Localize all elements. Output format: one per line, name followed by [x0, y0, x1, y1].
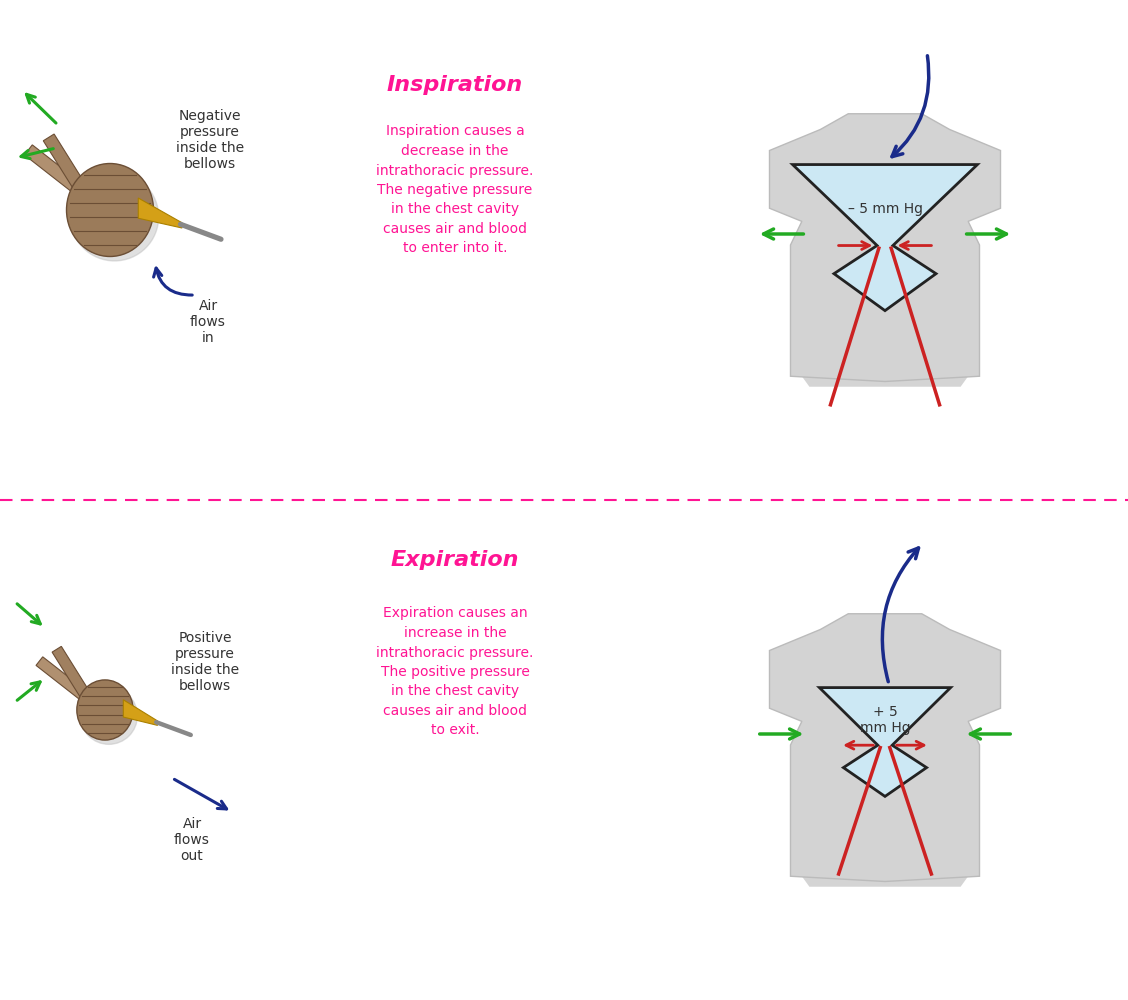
Polygon shape: [769, 114, 1001, 381]
Text: Air
flows
out: Air flows out: [174, 817, 210, 863]
Text: + 5
mm Hg: + 5 mm Hg: [860, 704, 910, 735]
Polygon shape: [52, 646, 97, 709]
Ellipse shape: [77, 680, 133, 740]
Text: Inspiration causes a
decrease in the
intrathoracic pressure.
The negative pressu: Inspiration causes a decrease in the int…: [377, 124, 534, 255]
Polygon shape: [793, 165, 977, 311]
Text: Expiration causes an
increase in the
intrathoracic pressure.
The positive pressu: Expiration causes an increase in the int…: [377, 606, 534, 738]
Polygon shape: [43, 134, 96, 208]
Text: Positive
pressure
inside the
bellows: Positive pressure inside the bellows: [171, 631, 239, 693]
Text: Air
flows
in: Air flows in: [190, 299, 226, 345]
Text: Inspiration: Inspiration: [387, 75, 523, 95]
Polygon shape: [800, 874, 970, 887]
Text: Expiration: Expiration: [390, 550, 519, 570]
Circle shape: [80, 687, 138, 744]
Polygon shape: [769, 614, 1001, 882]
Circle shape: [70, 173, 159, 261]
Polygon shape: [25, 145, 95, 203]
Text: – 5 mm Hg: – 5 mm Hg: [847, 202, 923, 216]
Polygon shape: [123, 700, 158, 725]
Text: Negative
pressure
inside the
bellows: Negative pressure inside the bellows: [176, 109, 244, 171]
Polygon shape: [819, 688, 951, 796]
Polygon shape: [139, 198, 182, 228]
Polygon shape: [36, 657, 96, 707]
Polygon shape: [800, 374, 970, 387]
Ellipse shape: [67, 163, 153, 256]
